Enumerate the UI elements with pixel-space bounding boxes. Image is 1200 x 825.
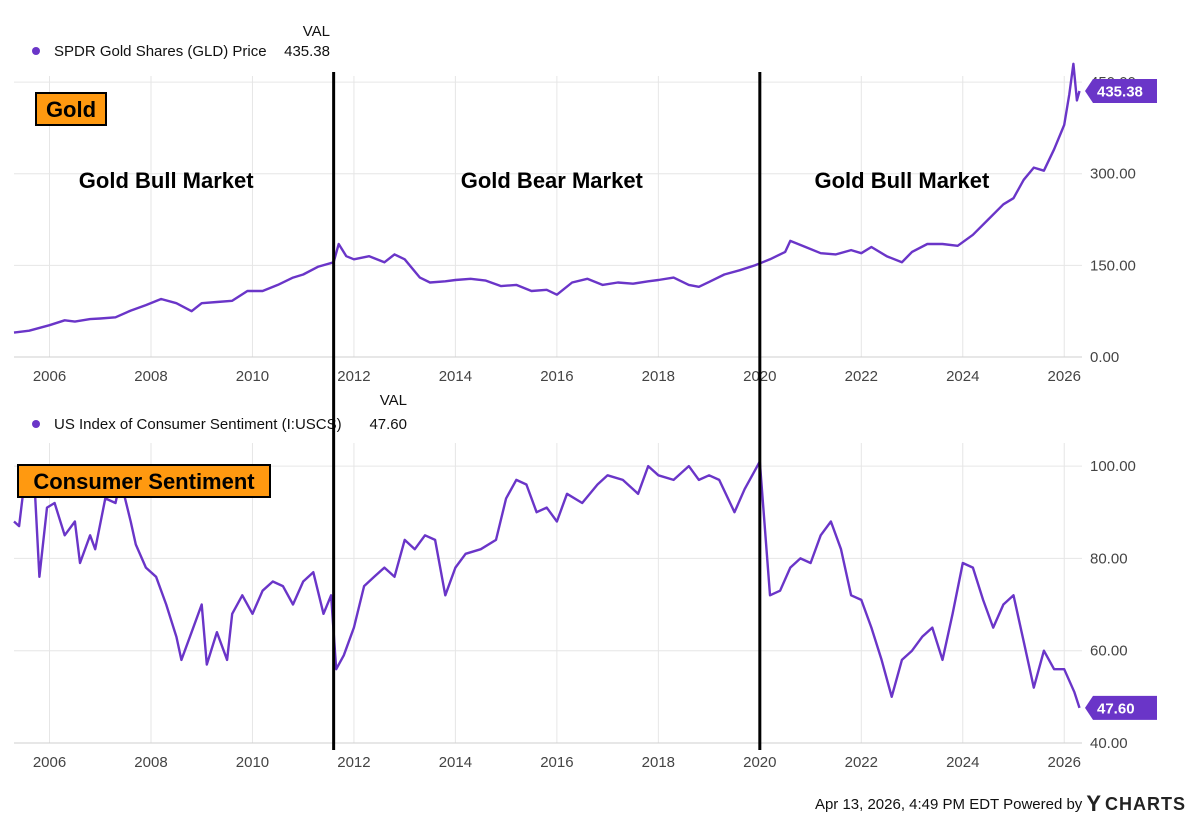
- chart-2-x-tick-label: 2006: [33, 754, 66, 771]
- chart-1-last-value-label: 435.38: [1097, 84, 1143, 101]
- chart-2-x-tick-label: 2010: [236, 754, 269, 771]
- chart-2-x-tick-label: 2020: [743, 754, 776, 771]
- chart-2-legend-label: US Index of Consumer Sentiment (I:USCS): [54, 416, 342, 433]
- chart-1-legend-label: SPDR Gold Shares (GLD) Price: [54, 43, 267, 60]
- chart-1-region-label: Gold Bull Market: [79, 168, 254, 193]
- ycharts-logo-text[interactable]: CHARTS: [1105, 793, 1186, 814]
- chart-1-x-tick-label: 2010: [236, 368, 269, 385]
- chart-2-x-tick-label: 2024: [946, 754, 979, 771]
- chart-2-series-line: [13, 460, 1081, 709]
- chart-2-title: Consumer Sentiment: [33, 469, 255, 494]
- chart-2-title-box: [17, 464, 271, 498]
- chart-1-legend-value: 435.38: [284, 43, 330, 60]
- chart-2-x-tick-label: 2014: [439, 754, 472, 771]
- chart-1-y-tick-label: 0.00: [1090, 349, 1119, 366]
- chart-2-x-tick-label: 2018: [642, 754, 675, 771]
- chart-2-y-tick-label: 60.00: [1090, 643, 1128, 660]
- chart-1-last-value-tag: [1085, 79, 1157, 104]
- footer-timestamp: Apr 13, 2026, 4:49 PM EDT Powered by: [814, 795, 1083, 813]
- chart-1-legend-header: VAL: [303, 23, 330, 40]
- chart-2-last-value-label: 47.60: [1097, 700, 1135, 717]
- chart-2-x-tick-label: 2012: [337, 754, 370, 771]
- chart-1-region-label: Gold Bear Market: [461, 168, 644, 193]
- chart-2-x-tick-label: 2008: [134, 754, 167, 771]
- chart-1-legend-dot: [32, 47, 40, 55]
- chart-1-y-tick-label: 150.00: [1090, 257, 1136, 274]
- chart-2-x-tick-label: 2026: [1048, 754, 1081, 771]
- chart-2-x-tick-label: 2016: [540, 754, 573, 771]
- chart-2-x-tick-label: 2022: [845, 754, 878, 771]
- chart-2-legend-value: 47.60: [369, 416, 407, 433]
- chart-1-x-tick-label: 2016: [540, 368, 573, 385]
- chart-2-y-tick-label: 40.00: [1090, 735, 1128, 752]
- chart-1-x-tick-label: 2014: [439, 368, 472, 385]
- chart-1-title-box: [35, 92, 107, 126]
- chart-2-legend-header: VAL: [380, 392, 407, 409]
- chart-1-x-tick-label: 2026: [1048, 368, 1081, 385]
- chart-2-legend-dot: [32, 420, 40, 428]
- chart-1-x-tick-label: 2006: [33, 368, 66, 385]
- chart-1-series-line: [13, 62, 1081, 334]
- chart-1-x-tick-label: 2024: [946, 368, 979, 385]
- chart-1-y-tick-label: 300.00: [1090, 166, 1136, 183]
- chart-1-x-tick-label: 2008: [134, 368, 167, 385]
- chart-2-y-tick-label: 100.00: [1090, 458, 1136, 475]
- chart-1-x-tick-label: 2012: [337, 368, 370, 385]
- chart-1-region-label: Gold Bull Market: [814, 168, 989, 193]
- chart-1-title: Gold: [46, 97, 96, 122]
- chart-1-x-tick-label: 2018: [642, 368, 675, 385]
- chart-2-last-value-tag: [1085, 695, 1157, 720]
- footer: Apr 13, 2026, 4:49 PM EDT Powered by Y CH…: [815, 791, 1186, 817]
- ycharts-logo[interactable]: Y: [1086, 791, 1101, 816]
- chart-1-x-tick-label: 2022: [845, 368, 878, 385]
- chart-2-y-tick-label: 80.00: [1090, 550, 1128, 567]
